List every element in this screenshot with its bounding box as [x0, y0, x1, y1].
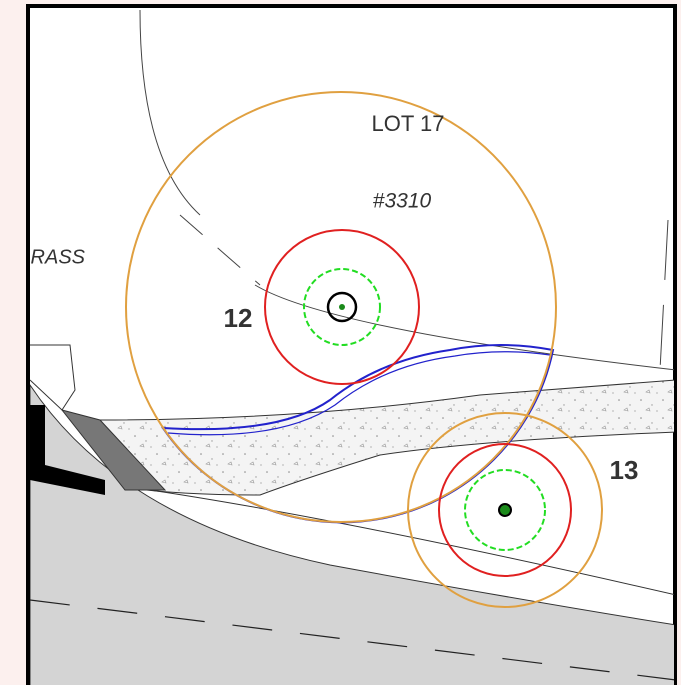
page: LOT 17 #3310 GRASS 12 13 (() => { const … [0, 0, 681, 685]
tree-number: 13 [610, 455, 639, 485]
tree-number: 12 [224, 303, 253, 333]
tree-center [339, 304, 345, 310]
grass-label: GRASS [15, 246, 86, 268]
site-plan: LOT 17 #3310 GRASS 12 13 [0, 0, 681, 685]
address-label: #3310 [373, 190, 432, 213]
lot-label: LOT 17 [372, 111, 445, 136]
tree-trunk [499, 504, 511, 516]
